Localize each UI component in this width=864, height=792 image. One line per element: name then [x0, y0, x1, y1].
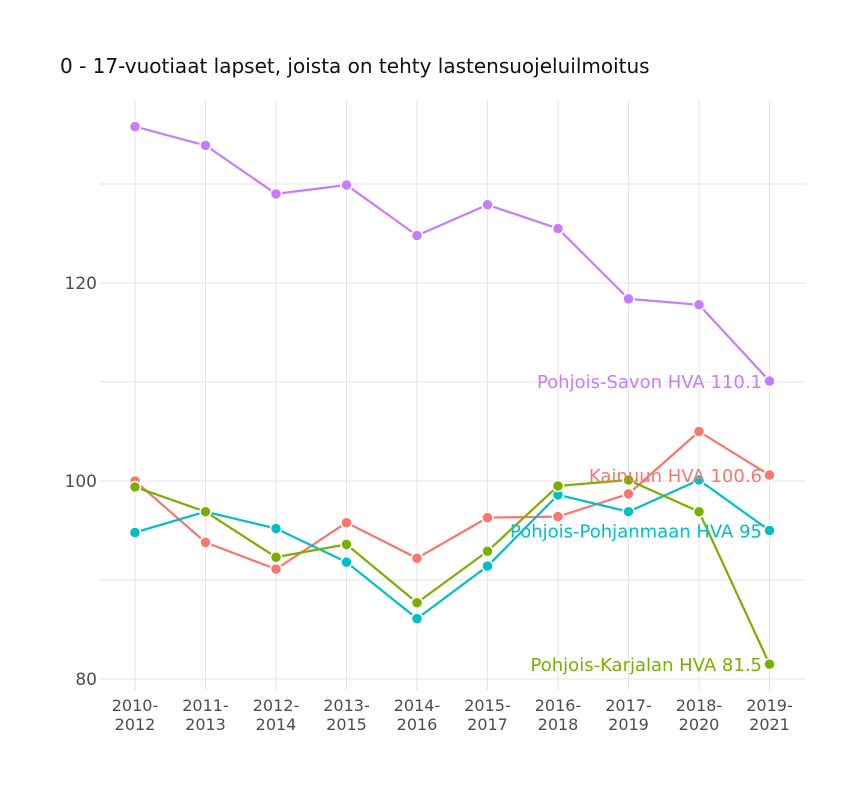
series-line: [134, 478, 771, 665]
data-point: [410, 612, 424, 625]
data-point: [128, 480, 142, 494]
data-point: [269, 187, 283, 201]
data-point: [763, 524, 776, 537]
data-point: [622, 473, 635, 487]
series-line: [134, 430, 771, 571]
data-point: [551, 510, 565, 523]
data-point: [340, 538, 353, 551]
data-point: [622, 505, 635, 518]
data-point: [199, 536, 212, 549]
data-point: [692, 505, 706, 518]
x-tick-label: 2015-2017: [464, 696, 511, 734]
x-tick-label: 2019-2021: [746, 696, 793, 734]
data-point: [481, 559, 494, 573]
x-tick-label: 2012-2014: [253, 696, 300, 734]
data-point: [481, 198, 494, 212]
data-point: [410, 551, 424, 565]
data-point: [269, 562, 283, 576]
y-tick-label: 80: [75, 670, 97, 690]
data-point: [481, 511, 494, 524]
x-tick-label: 2011-2013: [182, 696, 229, 734]
series-line: [134, 125, 771, 382]
data-point: [622, 292, 635, 306]
data-point: [763, 657, 776, 671]
data-point: [340, 178, 353, 192]
x-axis-ticks: 2010-2012 2011-2013 2012-2014 2013-2015 2014…: [112, 696, 793, 734]
data-point: [128, 120, 142, 133]
x-tick-label: 2018-2020: [676, 696, 723, 734]
x-tick-label: 2013-2015: [323, 696, 370, 734]
data-point: [763, 468, 776, 482]
y-tick-label: 120: [65, 274, 97, 294]
series-group: [128, 425, 776, 576]
grid-lines: [100, 100, 806, 690]
chart-title: 0 - 17-vuotiaat lapset, joista on tehty …: [60, 54, 650, 78]
x-tick-label: 2014-2016: [394, 696, 441, 734]
series-group: [128, 120, 776, 388]
data-point: [269, 550, 283, 564]
data-point: [481, 545, 494, 558]
data-point: [763, 374, 776, 388]
data-point: [199, 505, 212, 518]
data-point: [199, 139, 212, 152]
x-tick-label: 2017-2019: [605, 696, 652, 734]
series-end-label: Pohjois-Pohjanmaan HVA 95: [510, 522, 762, 543]
data-point: [340, 555, 353, 569]
series-end-label: Kainuun HVA 100.6: [589, 466, 762, 487]
series-end-label: Pohjois-Karjalan HVA 81.5: [531, 655, 762, 676]
data-point: [551, 479, 565, 493]
data-point: [410, 596, 424, 610]
series-group: [128, 473, 776, 671]
data-point: [692, 425, 706, 438]
x-tick-label: 2010-2012: [112, 696, 159, 734]
series-end-label: Pohjois-Savon HVA 110.1: [537, 372, 762, 393]
data-point: [622, 487, 635, 501]
data-point: [269, 522, 283, 535]
x-tick-label: 2016-2018: [535, 696, 582, 734]
series-lines: [128, 120, 776, 671]
data-point: [692, 298, 706, 312]
data-point: [340, 516, 353, 529]
data-point: [551, 222, 565, 235]
data-point: [410, 229, 424, 242]
y-tick-label: 100: [65, 472, 97, 492]
data-point: [692, 473, 706, 487]
data-point: [128, 526, 142, 539]
y-axis-ticks: 80 100 120: [65, 274, 97, 690]
end-labels: Pohjois-Savon HVA 110.1 Kainuun HVA 100.6…: [510, 372, 762, 676]
